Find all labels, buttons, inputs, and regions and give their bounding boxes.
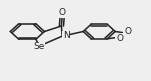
Text: O: O	[124, 27, 131, 36]
Text: Se: Se	[33, 42, 45, 51]
Text: N: N	[63, 31, 70, 40]
Text: O: O	[59, 8, 66, 17]
Text: O: O	[116, 34, 123, 43]
